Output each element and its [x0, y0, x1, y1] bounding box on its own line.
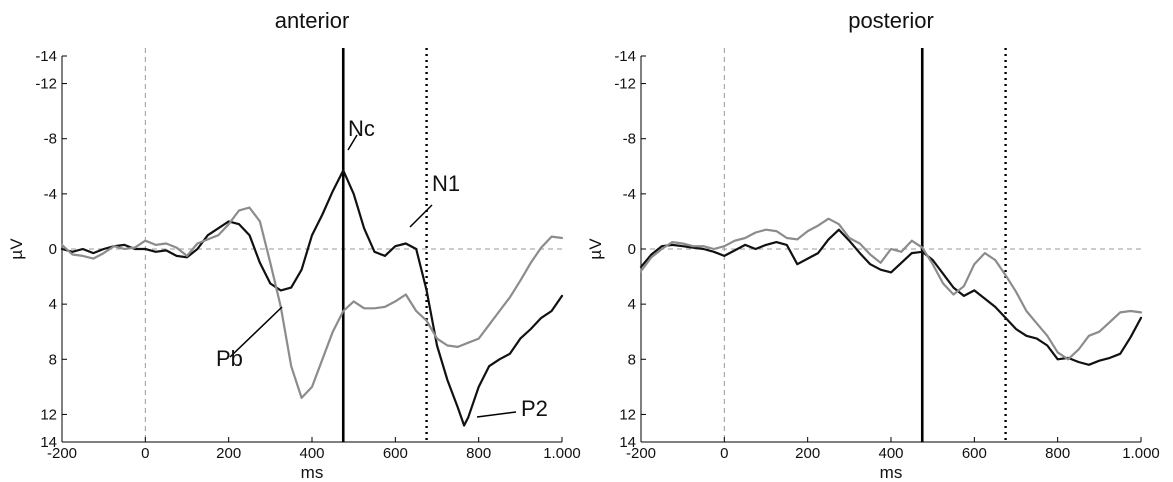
x-axis-label: ms — [880, 463, 903, 482]
y-tick-label: -8 — [623, 131, 636, 148]
y-tick-label: 14 — [619, 434, 636, 451]
x-tick-label: 600 — [962, 445, 987, 462]
x-tick-label: -200 — [47, 445, 77, 462]
annotation-pointer — [409, 204, 433, 228]
y-tick-label: -12 — [614, 76, 636, 93]
x-tick-label: 0 — [720, 445, 728, 462]
annotation-pointer — [476, 411, 517, 418]
y-tick-label: -8 — [44, 131, 57, 148]
x-tick-label: 400 — [299, 445, 324, 462]
x-tick-label: 1.000 — [1122, 445, 1160, 462]
y-tick-label: -4 — [44, 186, 57, 203]
chart-title: posterior — [848, 8, 934, 33]
y-tick-label: 8 — [628, 351, 636, 368]
chart-panel-0: anterior -14 -12 -8 -4 0 4 8 12 14-200 0 200 400 600 8… — [7, 8, 581, 482]
y-tick-label: 4 — [628, 296, 636, 313]
y-axis-label: µV — [7, 238, 26, 260]
y-axis-label: µV — [586, 238, 605, 260]
x-tick-label: 600 — [383, 445, 408, 462]
annotation-pointer — [347, 134, 358, 151]
series-line-1 — [639, 217, 1143, 361]
annotation-label: N1 — [432, 171, 460, 196]
x-tick-label: 200 — [216, 445, 241, 462]
series-line-0 — [60, 169, 564, 427]
annotation-pointer — [229, 306, 283, 358]
y-tick-label: -14 — [35, 48, 57, 65]
x-tick-label: -200 — [626, 445, 656, 462]
x-tick-label: 800 — [466, 445, 491, 462]
annotation-label: Pb — [216, 346, 243, 371]
y-tick-label: 12 — [619, 406, 636, 423]
y-tick-label: 14 — [40, 434, 57, 451]
chart-title: anterior — [275, 8, 350, 33]
y-tick-label: -12 — [35, 76, 57, 93]
y-tick-label: 0 — [628, 241, 636, 258]
y-tick-label: 8 — [49, 351, 57, 368]
x-tick-label: 800 — [1045, 445, 1070, 462]
y-tick-label: -14 — [614, 48, 636, 65]
x-tick-label: 1.000 — [543, 445, 581, 462]
y-tick-label: -4 — [623, 186, 636, 203]
series-line-1 — [60, 206, 564, 399]
y-tick-label: 4 — [49, 296, 57, 313]
series-line-0 — [639, 228, 1143, 366]
annotation-label: P2 — [521, 396, 548, 421]
annotation-label: Nc — [348, 116, 375, 141]
x-tick-label: 0 — [141, 445, 149, 462]
y-tick-label: 0 — [49, 241, 57, 258]
x-tick-label: 400 — [878, 445, 903, 462]
chart-panel-1: posterior -14 -12 -8 -4 0 4 8 12 14-200 0 200 400 600… — [586, 8, 1160, 482]
y-tick-label: 12 — [40, 406, 57, 423]
x-axis-label: ms — [301, 463, 324, 482]
x-tick-label: 200 — [795, 445, 820, 462]
